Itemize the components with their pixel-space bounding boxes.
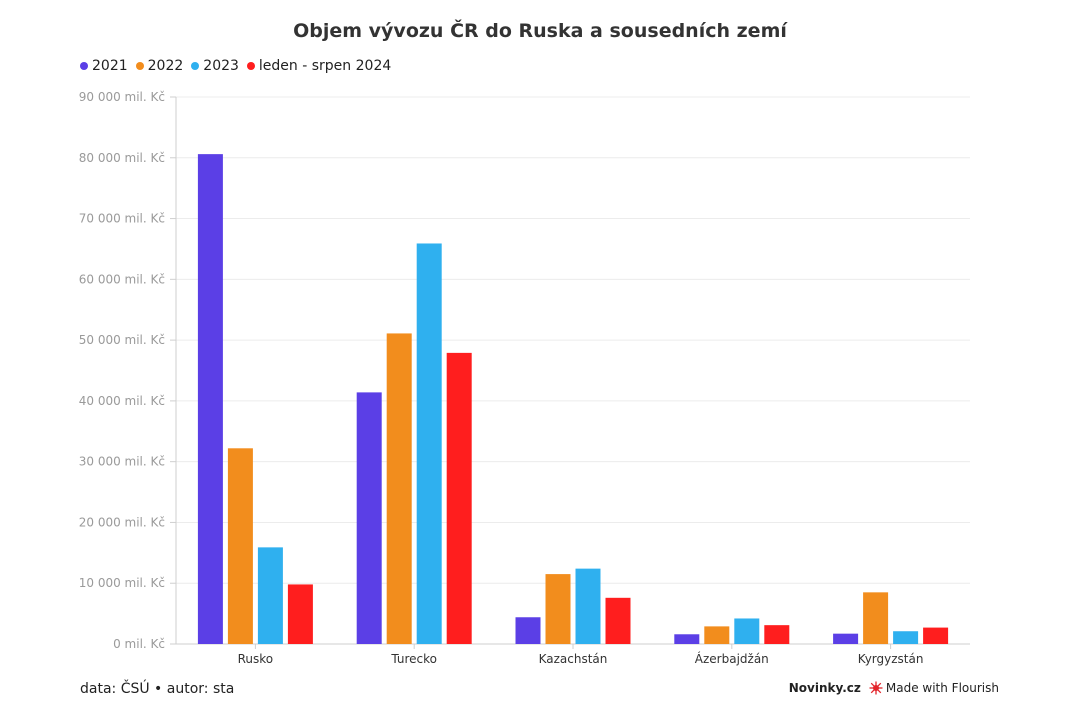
y-tick-label: 50 000 mil. Kč [79,333,165,347]
legend: 2021 2022 2023 leden - srpen 2024 [80,58,393,74]
y-tick-label: 80 000 mil. Kč [79,151,165,165]
flourish-credit[interactable]: Made with Flourish [869,681,999,695]
bar-kyrgyzstán-1[interactable] [863,592,889,644]
legend-swatch [191,62,200,70]
bar-ázerbajdžán-2[interactable] [734,618,760,644]
bar-kyrgyzstán-0[interactable] [833,633,859,644]
legend-label: leden - srpen 2024 [258,58,392,74]
legend-label: 2023 [203,58,239,74]
legend-item[interactable]: leden - srpen 2024 [246,58,392,74]
bar-kyrgyzstán-3[interactable] [923,627,949,644]
y-tick-label: 10 000 mil. Kč [79,576,165,590]
y-tick-label: 20 000 mil. Kč [79,515,165,529]
y-tick-label: 90 000 mil. Kč [79,90,165,104]
bar-turecko-2[interactable] [416,243,442,645]
legend-swatch [135,62,144,70]
y-tick-label: 60 000 mil. Kč [79,272,165,286]
chart-title: Objem vývozu ČR do Ruska a sousedních ze… [293,20,787,42]
bar-turecko-0[interactable] [356,392,382,644]
y-tick-label: 70 000 mil. Kč [79,212,165,226]
bar-rusko-1[interactable] [227,448,253,644]
bar-rusko-3[interactable] [287,584,313,644]
bar-turecko-3[interactable] [446,352,472,644]
y-tick-label: 40 000 mil. Kč [79,394,165,408]
bar-ázerbajdžán-1[interactable] [704,626,730,644]
legend-item[interactable]: 2021 [80,58,128,74]
legend-label: 2021 [92,58,128,74]
legend-item[interactable]: 2023 [191,58,239,74]
bar-kazachstán-2[interactable] [575,568,601,644]
bar-kazachstán-0[interactable] [515,617,541,644]
bar-kyrgyzstán-2[interactable] [893,631,919,644]
legend-swatch [80,62,88,70]
x-tick-label: Turecko [390,652,437,666]
footer-brand: Novinky.cz Made with Flourish [789,681,999,695]
legend-item[interactable]: 2022 [135,58,184,74]
source-note: data: ČSÚ • autor: sta [80,681,235,697]
bar-kazachstán-3[interactable] [605,597,631,644]
x-tick-label: Ázerbajdžán [695,651,769,666]
bar-ázerbajdžán-0[interactable] [674,634,700,644]
novinky-logo[interactable]: Novinky.cz [788,681,861,695]
made-with-label: Made with Flourish [885,681,999,695]
bar-rusko-0[interactable] [197,154,223,644]
y-tick-label: 30 000 mil. Kč [79,455,165,469]
legend-label: 2022 [147,58,184,74]
bar-ázerbajdžán-3[interactable] [764,625,790,644]
bar-kazachstán-1[interactable] [545,574,571,644]
x-tick-label: Kazachstán [539,652,608,666]
flourish-icon [869,681,883,695]
y-tick-label: 0 mil. Kč [113,637,165,651]
x-tick-label: Kyrgyzstán [858,652,924,666]
bar-turecko-1[interactable] [386,333,412,644]
x-tick-label: Rusko [238,652,274,666]
bar-rusko-2[interactable] [257,547,283,644]
legend-swatch [246,62,255,70]
